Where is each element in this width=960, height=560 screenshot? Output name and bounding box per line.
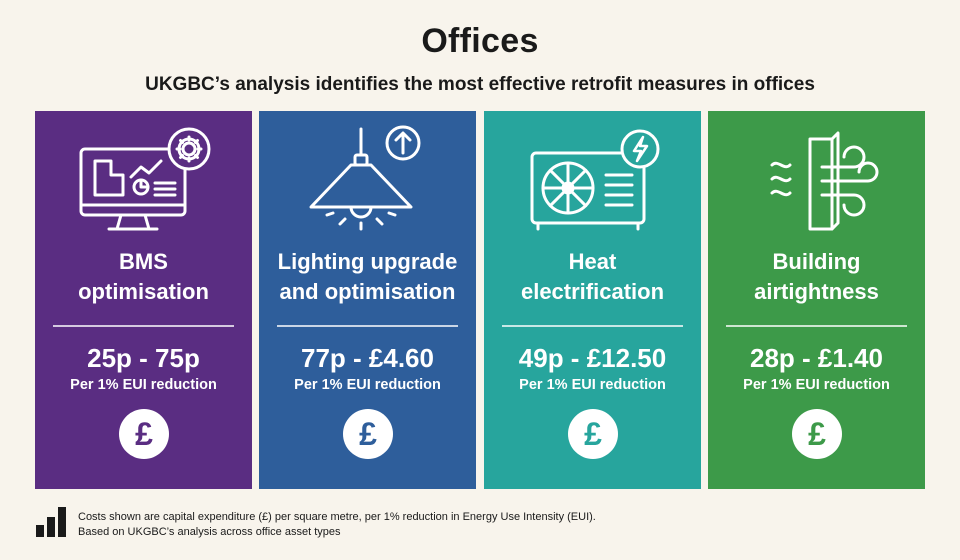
ceiling-lamp-icon	[259, 125, 476, 235]
card-bms-optimisation: BMS optimisation 25p - 75p Per 1% EUI re…	[35, 111, 252, 489]
cost-range: 77p - £4.60	[301, 343, 434, 373]
cost-range: 49p - £12.50	[518, 343, 667, 373]
cost-unit: Per 1% EUI reduction	[519, 377, 666, 393]
monitor-gear-icon	[35, 125, 252, 235]
cost-unit: Per 1% EUI reduction	[294, 377, 441, 393]
measure-name: Heat electrification	[520, 249, 665, 304]
page-subtitle: UKGBC’s analysis identifies the most eff…	[145, 74, 815, 95]
card-divider	[53, 325, 234, 327]
pound-icon: £	[568, 409, 618, 459]
measure-cards: BMS optimisation 25p - 75p Per 1% EUI re…	[35, 111, 925, 489]
cost-unit: Per 1% EUI reduction	[70, 377, 217, 393]
measure-name: BMS optimisation	[78, 249, 209, 304]
cost-range: 25p - 75p	[87, 343, 200, 373]
bar-chart-icon	[35, 505, 67, 537]
measure-name: Lighting upgrade and optimisation	[277, 249, 458, 304]
footnote-line-1: Costs shown are capital expenditure (£) …	[78, 511, 596, 523]
card-building-airtightness: Building airtightness 28p - £1.40 Per 1%…	[708, 111, 925, 489]
footnote: Costs shown are capital expenditure (£) …	[78, 510, 596, 540]
card-heat-electrification: Heat electrification 49p - £12.50 Per 1%…	[484, 111, 701, 489]
measure-name: Building airtightness	[754, 249, 879, 304]
cost-unit: Per 1% EUI reduction	[743, 377, 890, 393]
pound-icon: £	[119, 409, 169, 459]
card-lighting-upgrade: Lighting upgrade and optimisation 77p - …	[259, 111, 476, 489]
page-title: Offices	[421, 22, 539, 60]
footnote-line-2: Based on UKGBC’s analysis across office …	[78, 526, 341, 538]
building-wind-icon	[708, 125, 925, 235]
card-divider	[502, 325, 683, 327]
pound-icon: £	[343, 409, 393, 459]
pound-icon: £	[792, 409, 842, 459]
card-divider	[726, 325, 907, 327]
heat-pump-icon	[484, 125, 701, 235]
cost-range: 28p - £1.40	[750, 343, 883, 373]
card-divider	[277, 325, 458, 327]
